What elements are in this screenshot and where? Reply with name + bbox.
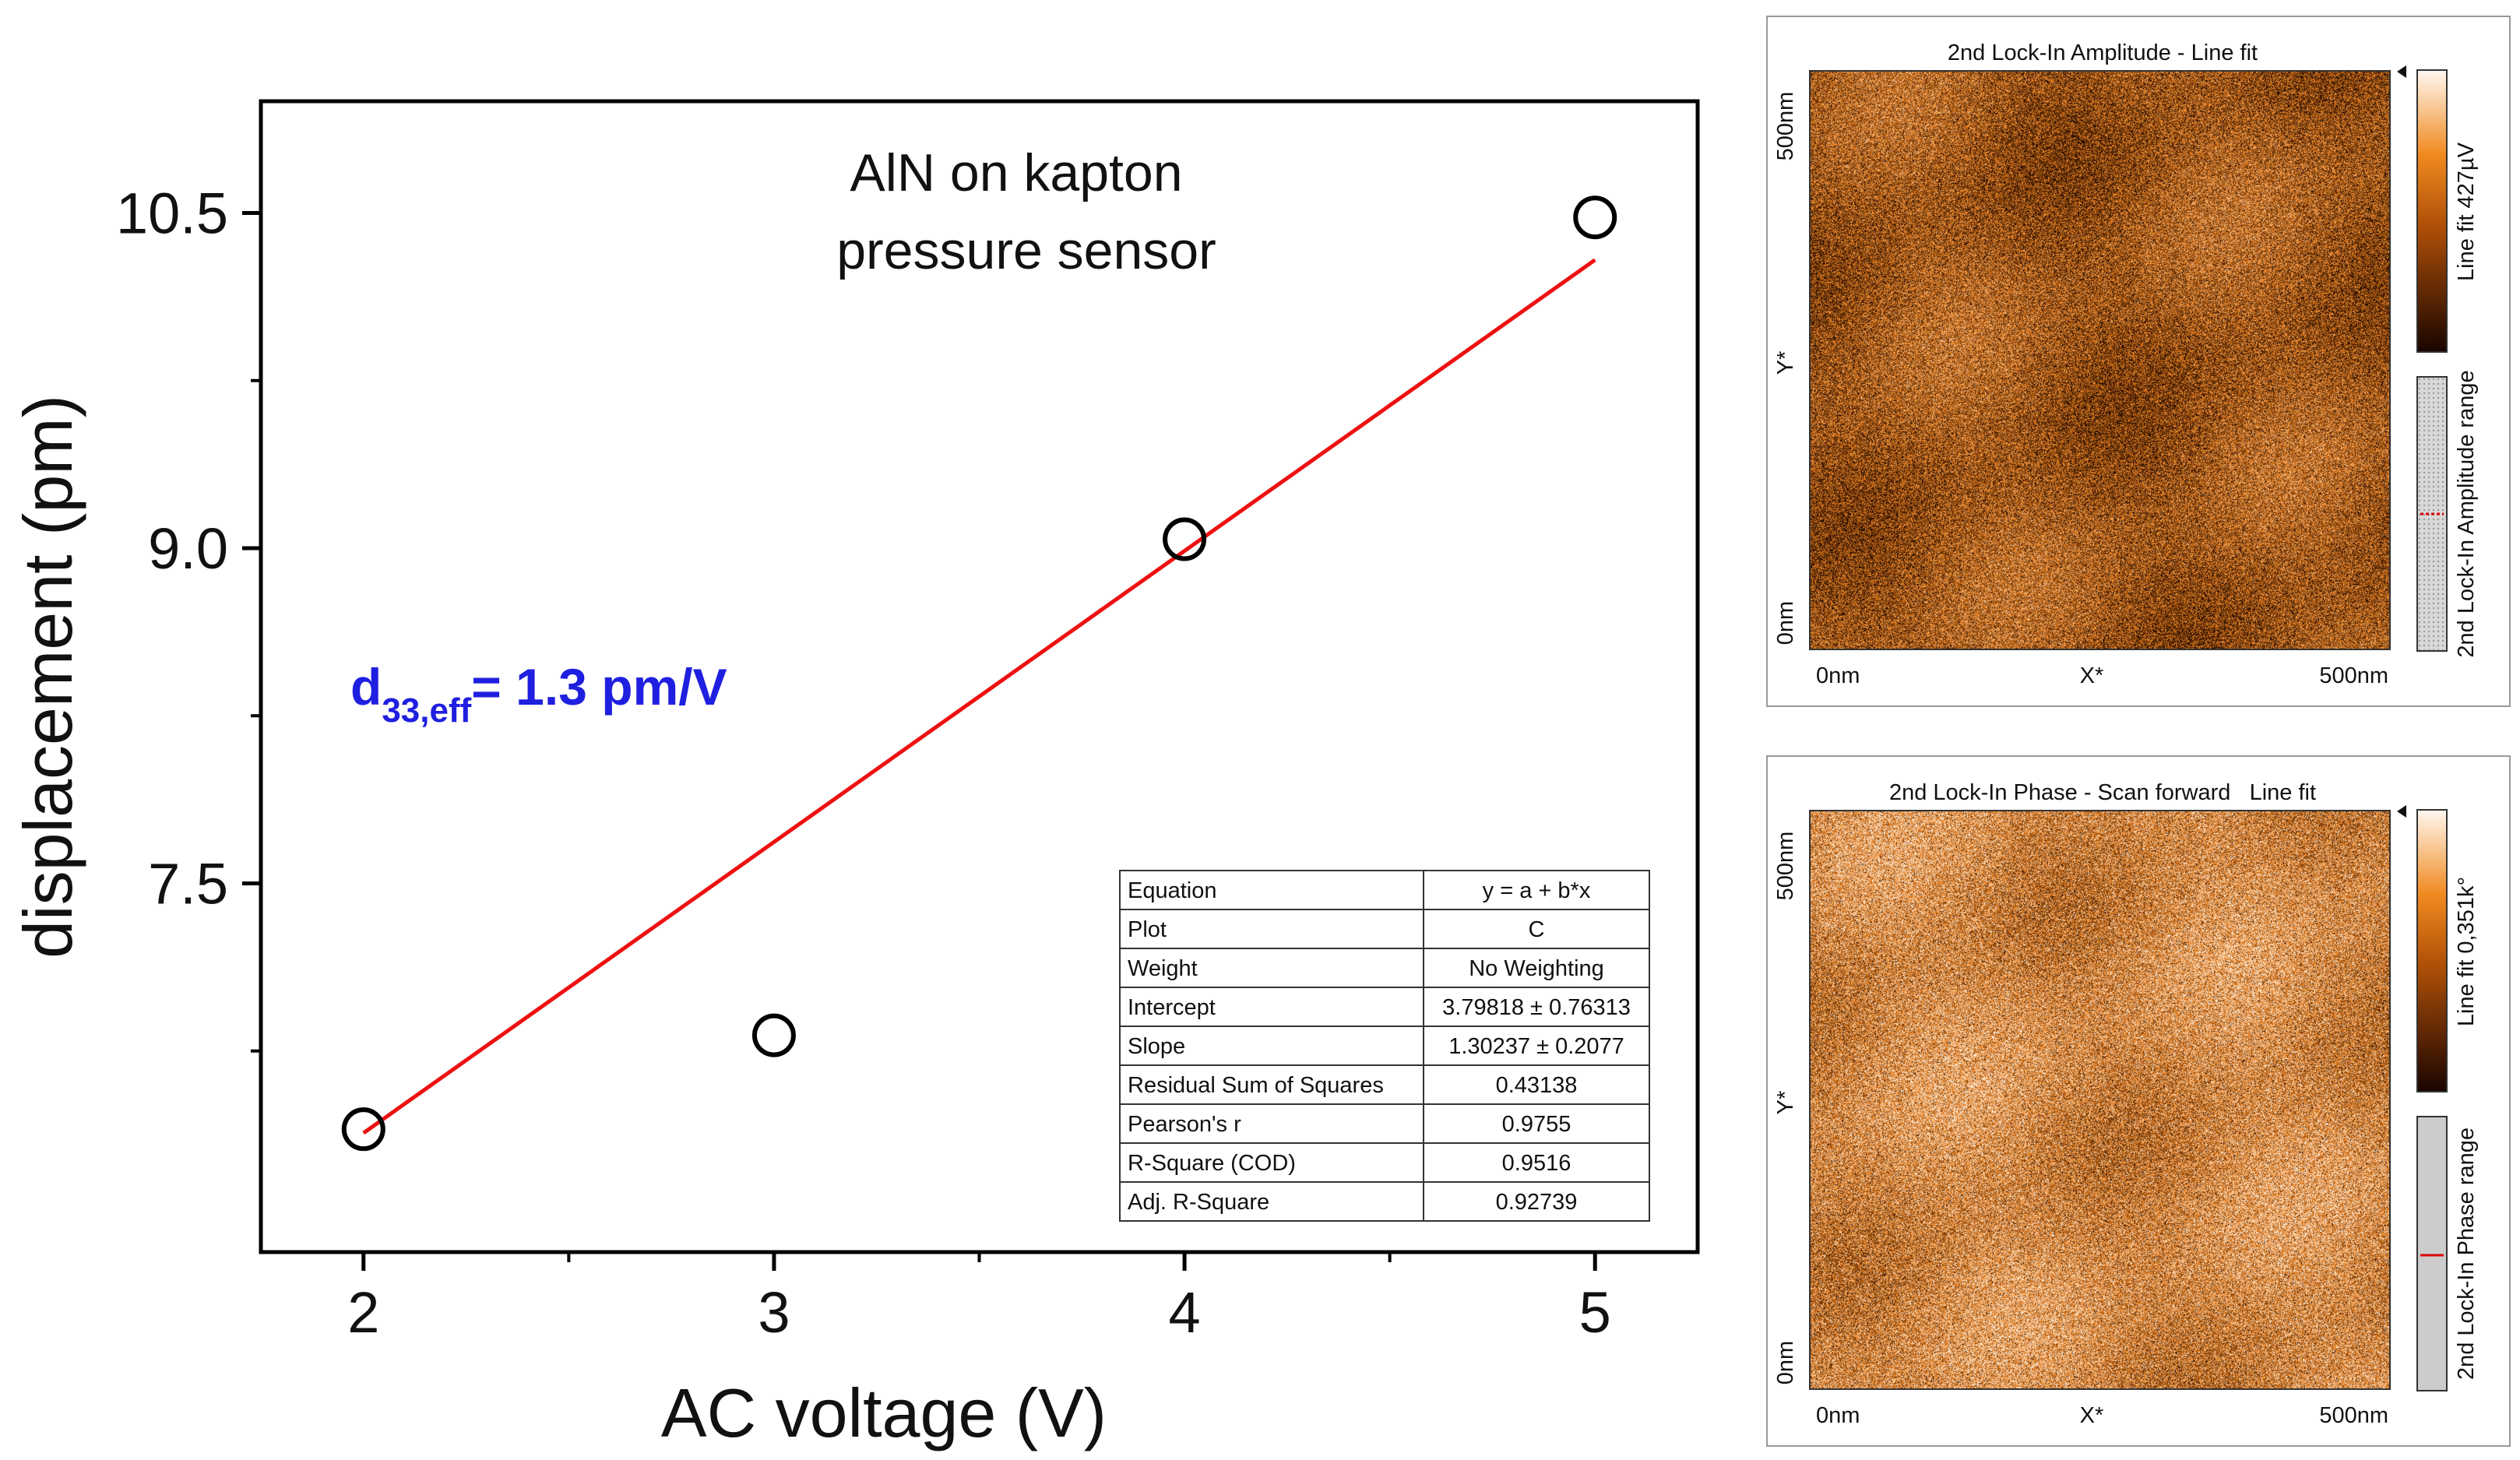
y-axis-ticks [242,210,261,1053]
fit-table-rows: Equation y = a + b*x Plot C Weight No Weighti… [1120,878,1649,1215]
x-axis-label: AC voltage (V) [661,1374,1107,1451]
fit-table-key: Residual Sum of Squares [1128,1073,1384,1098]
afm-amplitude-y-label: Y* [1773,351,1798,375]
x-tick-label: 4 [1168,1280,1200,1345]
afm-amplitude-title: 2nd Lock-In Amplitude - Line fit [1948,40,2258,65]
afm-phase-panel: 2nd Lock-In Phase - Scan forward Line fi… [1766,755,2511,1447]
fit-table-key: Intercept [1128,995,1216,1020]
fit-table-value: 3.79818 ± 0.76313 [1442,995,1631,1020]
afm-amplitude-y-min: 0nm [1773,601,1798,645]
fit-results-table: Equation y = a + b*x Plot C Weight No Weighti… [1119,870,1650,1222]
fit-table-value: 0.9755 [1502,1112,1571,1137]
x-axis-ticks [361,1252,1597,1271]
afm-phase-title: 2nd Lock-In Phase - Scan forward Line fi… [1889,780,2316,805]
d33-subscript: 33,eff [382,691,471,730]
y-axis-label: displacement (pm) [9,395,86,959]
afm-amplitude-colorbar [2416,69,2448,353]
afm-phase-colorbar-label: Line fit 0,351k° [2454,877,2479,1026]
fit-table-key: Pearson's r [1128,1112,1241,1137]
afm-amplitude-x-max: 500nm [2319,663,2388,688]
x-tick-label: 5 [1579,1280,1611,1345]
afm-amplitude-heatmap [1811,72,2389,649]
y-tick-label: 9.0 [148,516,228,581]
d33-suffix: = 1.3 pm/V [471,658,727,716]
fit-table-key: R-Square (COD) [1128,1151,1296,1176]
afm-amplitude-range-label: 2nd Lock-In Amplitude range [2454,370,2479,657]
fit-table-key: Plot [1128,917,1167,942]
colorbar-pointer [2397,805,2406,818]
fit-table-value: y = a + b*x [1483,878,1591,903]
afm-phase-x-min: 0nm [1816,1403,1860,1428]
afm-phase-y-max: 500nm [1773,832,1798,901]
colorbar-pointer [2397,65,2406,78]
afm-amplitude-panel: 2nd Lock-In Amplitude - Line fit Line fi… [1766,16,2511,707]
fit-table-key: Adj. R-Square [1128,1190,1269,1215]
fit-table-key: Equation [1128,878,1217,903]
afm-amplitude-x-min: 0nm [1816,663,1860,688]
afm-phase-y-min: 0nm [1773,1341,1798,1384]
afm-phase-image-border [1809,810,2391,1390]
afm-amplitude-x-label: X* [2080,663,2104,688]
afm-phase-frame: 2nd Lock-In Phase - Scan forward Line fi… [1773,780,2479,1428]
afm-phase-y-label: Y* [1773,1091,1798,1115]
d33-prefix: d [350,658,382,716]
fit-table-value: 1.30237 ± 0.2077 [1448,1034,1624,1059]
afm-amplitude-frame: 2nd Lock-In Amplitude - Line fit Line fi… [1773,40,2479,688]
y-axis-tick-labels: 7.5 9.0 10.5 [116,181,228,916]
afm-phase-range-bar [2416,1116,2448,1391]
x-tick-label: 2 [347,1280,379,1345]
afm-amplitude-image-border [1809,70,2391,650]
fit-table-key: Slope [1128,1034,1185,1059]
afm-amplitude-colorbar-label: Line fit 427µV [2454,142,2479,281]
fit-table-key: Weight [1128,956,1198,981]
plot-annotation-line2: pressure sensor [836,221,1216,280]
fit-table-value: No Weighting [1469,956,1604,981]
afm-phase-range-label: 2nd Lock-In Phase range [2454,1128,2479,1380]
x-axis-tick-labels: 2 3 4 5 [347,1280,1611,1345]
fit-table-value: 0.92739 [1496,1190,1578,1215]
linear-fit-line [362,258,1596,1135]
afm-amplitude-y-max: 500nm [1773,92,1798,161]
data-point [341,1107,385,1152]
y-tick-label: 10.5 [116,181,228,245]
afm-phase-x-max: 500nm [2319,1403,2388,1428]
plot-annotation-line1: AlN on kapton [850,143,1182,202]
afm-phase-colorbar [2416,809,2448,1092]
x-tick-label: 3 [758,1280,790,1345]
d33-annotation: d33,eff= 1.3 pm/V [350,658,727,730]
data-point [1163,517,1207,561]
fit-table-value: C [1529,917,1545,942]
data-point [751,1013,796,1057]
afm-phase-x-label: X* [2080,1403,2104,1428]
data-point [1573,195,1617,240]
y-tick-label: 7.5 [148,851,228,916]
fit-table-value: 0.9516 [1502,1151,1571,1176]
displacement-vs-voltage-chart: 2 3 4 5 7.5 9.0 10.5 AC voltage (V) displacem… [9,99,1700,1451]
fit-table-value: 0.43138 [1496,1073,1578,1098]
data-points [341,195,1617,1152]
afm-phase-heatmap [1811,811,2389,1388]
